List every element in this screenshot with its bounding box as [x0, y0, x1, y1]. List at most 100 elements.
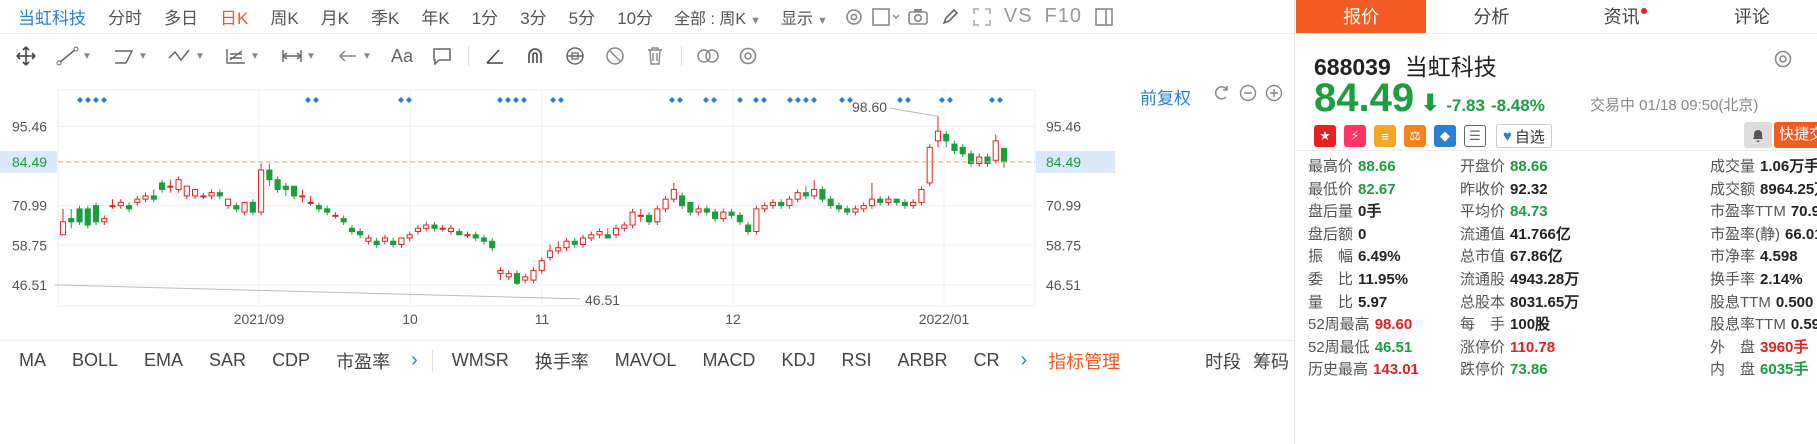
move-tool-icon[interactable] [6, 39, 46, 73]
arrow-tool-icon[interactable]: ▼ [326, 39, 382, 73]
layout-box-icon[interactable] [870, 3, 902, 31]
range-select[interactable]: 全部 : 周K ▼ [664, 5, 771, 29]
scale-icon[interactable]: ⚖ [1404, 125, 1426, 147]
period-tab-monthly[interactable]: 月K [320, 9, 350, 28]
period-tab-multiday[interactable]: 多日 [164, 9, 198, 28]
magnet-icon[interactable] [515, 39, 555, 73]
vs-compare-button[interactable]: VS [1003, 5, 1033, 27]
indicator-manager-button[interactable]: 指标管理 [1048, 351, 1121, 372]
indicator-macd[interactable]: MACD [702, 350, 756, 370]
period-tab-10min[interactable]: 10分 [617, 9, 654, 28]
tab-quote[interactable]: 报价 [1296, 0, 1427, 33]
indicator-ma[interactable]: MA [19, 350, 46, 370]
fib-tool-icon[interactable]: ▼ [214, 39, 270, 73]
gear-icon[interactable] [1772, 48, 1794, 70]
lightning-icon[interactable]: ⚡ [1344, 125, 1366, 147]
stat-value: 5.97 [1358, 293, 1388, 311]
indicator-bar: MA BOLL EMA SAR CDP 市盈率 › WMSR 换手率 MAVOL… [0, 340, 1295, 380]
event-marker-diamond [839, 97, 845, 103]
candle-down [84, 208, 91, 226]
zoom-out-icon[interactable] [1238, 83, 1258, 103]
period-tab-quarterly[interactable]: 季K [371, 9, 400, 28]
candle-up [200, 195, 207, 198]
text-tool-icon[interactable]: Aa [390, 45, 414, 66]
indicator-ema[interactable]: EMA [144, 350, 184, 370]
line-tool-icon[interactable]: ▼ [46, 39, 102, 73]
period-tab-3min[interactable]: 3分 [520, 9, 547, 28]
stock-name-link[interactable]: 当虹科技 [18, 9, 86, 28]
tab-comments[interactable]: 评论 [1687, 0, 1817, 33]
pen-icon[interactable] [934, 3, 966, 31]
indicator-turnover[interactable]: 换手率 [534, 351, 589, 372]
settings-icon[interactable] [838, 3, 870, 31]
fullscreen-icon[interactable] [966, 3, 998, 31]
tab-analysis[interactable]: 分析 [1426, 0, 1556, 33]
candle-up [192, 188, 199, 197]
angle-tool-icon[interactable] [475, 39, 515, 73]
display-select[interactable]: 显示 ▼ [771, 5, 838, 29]
candle-up [447, 227, 455, 233]
period-tab-intraday[interactable]: 分时 [108, 9, 142, 28]
indicator-boll[interactable]: BOLL [72, 350, 119, 370]
quick-trade-button[interactable]: 快捷交易 [1774, 122, 1817, 148]
candle-down [513, 273, 521, 284]
candle-up [225, 198, 232, 207]
candle-down [158, 182, 166, 190]
min-price-label: 46.51 [585, 292, 620, 308]
period-tab-5min[interactable]: 5分 [568, 9, 596, 28]
period-tab-daily[interactable]: 日K [220, 9, 249, 28]
camera-icon[interactable] [902, 3, 934, 31]
price-adjust-link[interactable]: 前复权 [1140, 89, 1191, 108]
bell-icon[interactable] [1744, 122, 1772, 148]
indicator-wmsr[interactable]: WMSR [451, 350, 509, 370]
tag-icon[interactable]: ◆ [1434, 125, 1456, 147]
china-flag-icon[interactable]: ★ [1314, 125, 1336, 147]
indicator-pe[interactable]: 市盈率 [336, 351, 391, 372]
event-markers [77, 97, 1003, 103]
f10-button[interactable]: F10 [1044, 5, 1083, 27]
event-marker-diamond [939, 97, 945, 103]
gear-icon[interactable] [728, 39, 768, 73]
candle-down [390, 240, 397, 245]
stat-item: 最高价 88.66 [1308, 155, 1396, 177]
indicator-sar[interactable]: SAR [209, 350, 247, 370]
tab-comments-label: 评论 [1733, 7, 1770, 27]
indicator-mavol[interactable]: MAVOL [614, 350, 677, 370]
channel-tool-icon[interactable]: ▼ [102, 39, 158, 73]
stock-name: 当虹科技 [1404, 54, 1497, 80]
indicator-kdj[interactable]: KDJ [781, 350, 816, 370]
tab-news-label: 资讯 [1603, 7, 1640, 27]
indicator-rsi[interactable]: RSI [841, 350, 872, 370]
zoom-in-icon[interactable] [1264, 83, 1284, 103]
candlestick-chart[interactable]: 95.46 95.46 70.99 70.99 58.75 58.75 46.51 46.51… [0, 78, 1115, 340]
reset-icon[interactable] [1212, 83, 1232, 103]
chevron-right-icon[interactable]: › [1020, 349, 1028, 371]
price-label-bg [0, 150, 57, 173]
period-tab-yearly[interactable]: 年K [421, 9, 450, 28]
stat-item: 最低价 82.67 [1308, 178, 1396, 200]
hide-icon[interactable] [595, 39, 635, 73]
coins-icon[interactable]: ≡ [1374, 125, 1396, 147]
sidebar-toggle-icon[interactable] [1088, 3, 1120, 31]
trash-icon[interactable] [635, 39, 675, 73]
measure-tool-icon[interactable]: ▼ [270, 39, 326, 73]
lock-icon[interactable] [555, 39, 595, 73]
display-select-value: 显示 [780, 10, 813, 28]
indicator-cr[interactable]: CR [973, 350, 1000, 370]
wave-tool-icon[interactable]: ▼ [158, 39, 214, 73]
tab-news[interactable]: 资讯 [1557, 0, 1687, 33]
indicator-cdp[interactable]: CDP [272, 350, 311, 370]
time-segment-button[interactable]: 时段 [1205, 351, 1241, 372]
indicator-arbr[interactable]: ARBR [897, 350, 948, 370]
add-watchlist-button[interactable]: ♥ 自选 [1496, 124, 1552, 148]
candle-down [967, 153, 975, 165]
period-tab-1min[interactable]: 1分 [471, 9, 499, 28]
chip-distribution-button[interactable]: 筹码 [1253, 351, 1289, 372]
comment-tool-icon[interactable] [422, 39, 462, 73]
quote-tabs: 报价 分析 资讯 评论 [1296, 0, 1817, 34]
chevron-right-icon[interactable]: › [411, 349, 418, 371]
document-icon[interactable]: ☰ [1464, 125, 1486, 147]
period-tab-weekly[interactable]: 周K [270, 9, 299, 28]
compare-icon[interactable] [688, 39, 728, 73]
stat-value: 8031.65万 [1510, 293, 1580, 311]
